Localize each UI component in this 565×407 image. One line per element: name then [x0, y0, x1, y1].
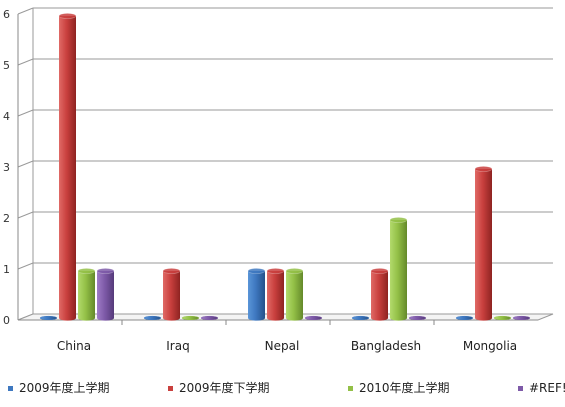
y-tick-label: 5 — [3, 59, 10, 72]
gridline-depth — [17, 58, 34, 66]
bar-zero — [455, 315, 474, 321]
bar — [389, 217, 408, 321]
y-tick-label: 1 — [3, 263, 10, 276]
bar — [162, 268, 181, 321]
gridline-depth — [17, 262, 34, 270]
legend-label: 2009年度上学期 — [19, 380, 110, 395]
bar — [77, 268, 96, 321]
labels: 0 1 2 3 4 5 6 China Iraq Nepal Bangladesh Mongolia — [3, 8, 517, 353]
y-tick-label: 0 — [3, 314, 10, 327]
legend: 2009年度上学期 2009年度下学期 2010年度上学期 #REF! — [8, 380, 565, 395]
bar-zero — [304, 315, 323, 321]
category-label: China — [57, 339, 91, 353]
bar — [285, 268, 304, 321]
bar — [247, 268, 266, 321]
bar-zero — [512, 315, 531, 321]
bar — [266, 268, 285, 321]
gridline-depth — [17, 211, 34, 219]
bar — [474, 166, 493, 321]
y-tick-label: 6 — [3, 8, 10, 21]
legend-label: 2009年度下学期 — [179, 380, 270, 395]
bar — [96, 268, 115, 321]
gridline-depth — [17, 160, 34, 168]
category-label: Mongolia — [463, 339, 517, 353]
legend-swatch — [348, 386, 353, 391]
bar-zero — [200, 315, 219, 321]
bar — [370, 268, 389, 321]
bar-zero — [408, 315, 427, 321]
gridline-depth — [17, 7, 34, 15]
bar-zero — [143, 315, 162, 321]
legend-label: 2010年度上学期 — [359, 380, 450, 395]
legend-swatch — [518, 386, 523, 391]
category-label: Nepal — [265, 339, 300, 353]
category-label: Iraq — [166, 339, 189, 353]
legend-swatch — [168, 386, 173, 391]
y-tick-label: 2 — [3, 212, 10, 225]
bar — [58, 13, 77, 321]
category-label: Bangladesh — [351, 339, 421, 353]
legend-label: #REF! — [529, 381, 565, 395]
y-tick-label: 4 — [3, 110, 10, 123]
bar-zero — [181, 315, 200, 321]
bar-zero — [39, 315, 58, 321]
bar-zero — [351, 315, 370, 321]
bars — [39, 13, 531, 321]
gridline-depth — [17, 109, 34, 117]
legend-swatch — [8, 386, 13, 391]
y-tick-label: 3 — [3, 161, 10, 174]
bar-zero — [493, 315, 512, 321]
